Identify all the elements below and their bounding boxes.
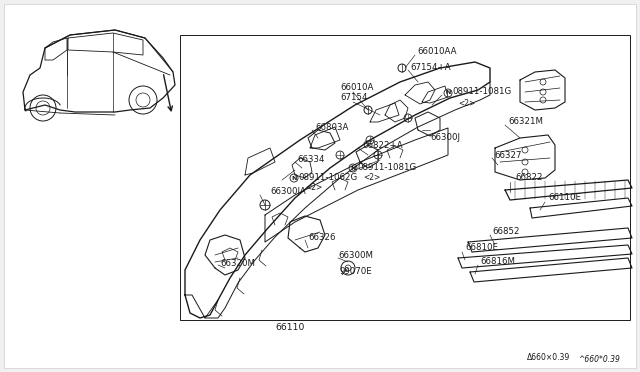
Text: 67154+A: 67154+A [410, 62, 451, 71]
Text: 08911-1081G: 08911-1081G [357, 164, 416, 173]
Text: 66816M: 66816M [480, 257, 515, 266]
Text: 66822: 66822 [515, 173, 543, 183]
Text: 66110E: 66110E [548, 193, 581, 202]
Text: <2>: <2> [363, 173, 380, 183]
Text: 66822+A: 66822+A [362, 141, 403, 150]
Text: N: N [350, 166, 356, 170]
Text: 66334: 66334 [297, 155, 324, 164]
Text: ^660*0.39: ^660*0.39 [578, 356, 620, 365]
Text: 66300JA: 66300JA [270, 187, 306, 196]
Text: 66326: 66326 [308, 234, 335, 243]
Text: 08911-1081G: 08911-1081G [452, 87, 511, 96]
Text: 99070E: 99070E [340, 267, 372, 276]
Text: N: N [291, 176, 297, 180]
Text: 66320M: 66320M [220, 259, 255, 267]
Text: 66803A: 66803A [315, 124, 348, 132]
Text: <2>: <2> [458, 99, 476, 108]
Text: 67154: 67154 [340, 93, 367, 103]
Text: Δ660×0.39: Δ660×0.39 [527, 353, 570, 362]
Bar [180, 35, 630, 320]
Text: 08911-1062G: 08911-1062G [298, 173, 357, 183]
Text: 66010A: 66010A [340, 83, 373, 93]
Text: 66321M: 66321M [508, 118, 543, 126]
Text: 66810E: 66810E [465, 244, 498, 253]
Text: 66300M: 66300M [338, 250, 373, 260]
Text: 66010AA: 66010AA [417, 48, 456, 57]
Text: N: N [445, 90, 451, 96]
Text: 66110: 66110 [275, 324, 305, 333]
Text: 66300J: 66300J [430, 134, 460, 142]
Text: <2>: <2> [305, 183, 323, 192]
Text: 66327: 66327 [494, 151, 522, 160]
Text: 66852: 66852 [492, 228, 520, 237]
